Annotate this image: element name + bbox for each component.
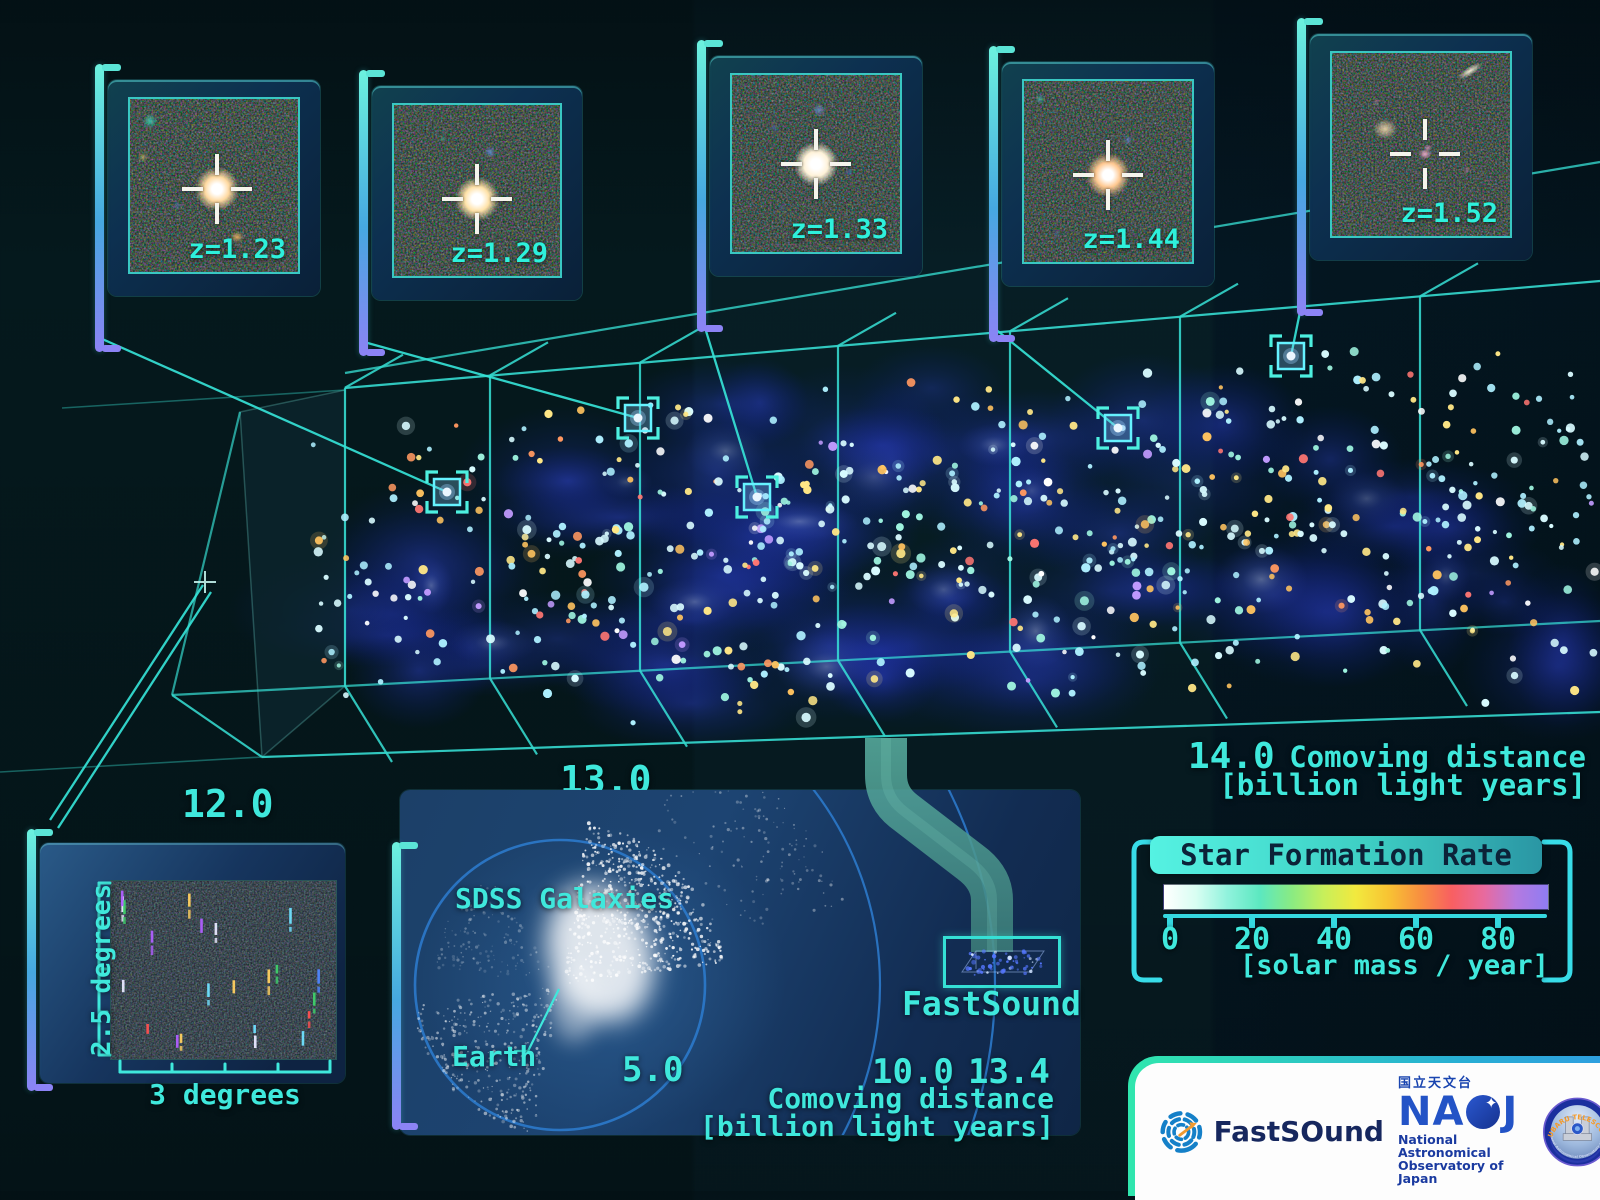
galaxy-blob bbox=[1371, 97, 1381, 107]
cutout-panel-z=1.29: z=1.29 bbox=[372, 86, 582, 300]
naoj-logo: 国立天文台 NA✦J National Astronomical Observa… bbox=[1398, 1077, 1529, 1185]
redshift-label: z=1.52 bbox=[1400, 198, 1498, 229]
galaxy-blob bbox=[1121, 133, 1135, 147]
redshift-label: z=1.44 bbox=[1082, 224, 1180, 255]
naoj-sub1: National Astronomical bbox=[1398, 1133, 1529, 1159]
cutout-image: z=1.29 bbox=[392, 103, 562, 278]
galaxy-blob bbox=[1033, 92, 1047, 106]
naoj-sub2: Observatory of Japan bbox=[1398, 1159, 1529, 1185]
logos-panel: FastSOund 国立天文台 NA✦J National Astronomic… bbox=[1128, 1056, 1600, 1196]
galaxy-blob bbox=[482, 144, 498, 160]
galaxy-blob bbox=[776, 201, 788, 213]
galaxy-blob bbox=[1462, 165, 1472, 175]
cutout-panel-z=1.33: z=1.33 bbox=[710, 56, 922, 276]
sfr-axis-line bbox=[1163, 914, 1547, 918]
naoj-o-star-icon: ✦ bbox=[1466, 1095, 1500, 1129]
sdss-axis-label-line2: [billion light years] bbox=[700, 1110, 1054, 1143]
galaxy-blob bbox=[810, 101, 828, 119]
inset-ylabel: 2.5 degrees bbox=[87, 870, 117, 1070]
cutout-bracket bbox=[989, 46, 998, 342]
sdss-r5-label: 5.0 bbox=[622, 1050, 683, 1090]
cutout-image: z=1.23 bbox=[128, 97, 300, 274]
distance-label-12: 12.0 bbox=[182, 782, 274, 826]
cutout-bracket bbox=[1297, 18, 1306, 316]
cutout-image: z=1.44 bbox=[1022, 79, 1194, 264]
redshift-label: z=1.33 bbox=[790, 214, 888, 245]
redshift-label: z=1.23 bbox=[188, 234, 286, 265]
sfr-tick-label: 0 bbox=[1161, 922, 1179, 957]
cutout-panel-z=1.23: z=1.23 bbox=[108, 80, 320, 296]
naoj-text: NA✦J bbox=[1398, 1091, 1529, 1133]
sdss-title: SDSS Galaxies bbox=[455, 882, 674, 915]
inset-xlabel: 3 degrees bbox=[120, 1078, 330, 1111]
fastsound-label: FastSound bbox=[902, 984, 1081, 1023]
comoving-axis-label-line2: [billion light years] bbox=[1219, 768, 1586, 802]
inset-axes bbox=[40, 843, 345, 1083]
cutout-panel-z=1.44: z=1.44 bbox=[1002, 62, 1214, 286]
inset-bracket bbox=[27, 829, 36, 1091]
cutout-bracket bbox=[359, 70, 368, 356]
subaru-telescope-logo: SUBARU TELESCOPE National Astronomical O… bbox=[1543, 1091, 1600, 1173]
redshift-label: z=1.29 bbox=[450, 238, 548, 269]
galaxy-blob bbox=[768, 122, 780, 134]
cutout-bracket bbox=[697, 40, 706, 332]
galaxy-blob bbox=[1368, 115, 1402, 143]
sfr-unit-label: [solar mass / year] bbox=[1240, 950, 1540, 981]
cutout-bracket bbox=[95, 64, 104, 352]
cutout-image: z=1.33 bbox=[730, 73, 902, 254]
galaxy-blob bbox=[1052, 229, 1062, 239]
sfr-legend-title: Star Formation Rate bbox=[1150, 836, 1542, 874]
galaxy-blob bbox=[140, 111, 160, 131]
fastsound-minibox bbox=[943, 936, 1061, 988]
cutout-image: z=1.52 bbox=[1330, 51, 1512, 238]
earth-label: Earth bbox=[452, 1040, 536, 1073]
galaxy-blob bbox=[171, 200, 183, 212]
survey-field-inset: 2.5 degrees bbox=[40, 843, 345, 1083]
galaxy-blob bbox=[843, 166, 855, 178]
galaxy-blob bbox=[438, 134, 448, 144]
sfr-colorbar bbox=[1163, 884, 1549, 910]
fastsound-logo-text: FastSOund bbox=[1214, 1115, 1384, 1148]
nebula-clouds bbox=[228, 345, 1600, 751]
cutout-panel-z=1.52: z=1.52 bbox=[1310, 34, 1532, 260]
fastsound-logo-icon bbox=[1157, 1103, 1206, 1161]
galaxy-blob bbox=[136, 150, 150, 164]
sdss-bracket bbox=[392, 842, 401, 1130]
